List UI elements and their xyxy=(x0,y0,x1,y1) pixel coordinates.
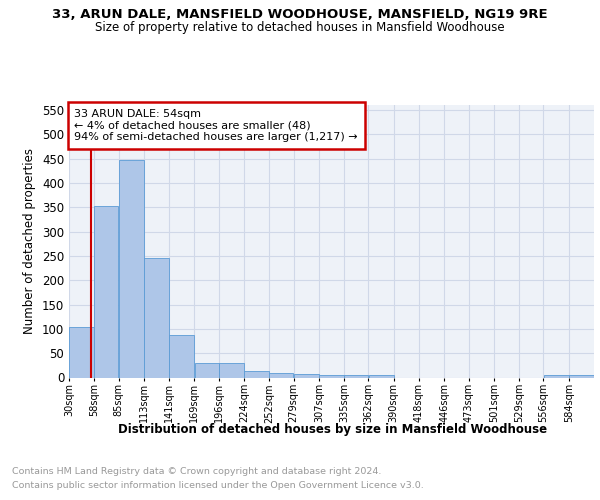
Bar xyxy=(569,375,594,378)
Text: Size of property relative to detached houses in Mansfield Woodhouse: Size of property relative to detached ho… xyxy=(95,21,505,34)
Bar xyxy=(69,328,94,378)
Bar xyxy=(294,374,319,378)
Bar xyxy=(269,373,293,378)
Bar xyxy=(244,371,269,378)
Text: 33 ARUN DALE: 54sqm
← 4% of detached houses are smaller (48)
94% of semi-detache: 33 ARUN DALE: 54sqm ← 4% of detached hou… xyxy=(74,109,358,142)
Bar xyxy=(94,206,118,378)
Y-axis label: Number of detached properties: Number of detached properties xyxy=(23,148,37,334)
Bar xyxy=(219,363,244,378)
Bar xyxy=(319,374,344,378)
Bar xyxy=(544,375,569,378)
Text: Contains HM Land Registry data © Crown copyright and database right 2024.: Contains HM Land Registry data © Crown c… xyxy=(12,468,382,476)
Bar xyxy=(368,374,394,378)
Bar xyxy=(144,258,169,378)
Text: Distribution of detached houses by size in Mansfield Woodhouse: Distribution of detached houses by size … xyxy=(118,422,548,436)
Bar xyxy=(119,160,144,378)
Bar xyxy=(169,334,194,378)
Text: Contains public sector information licensed under the Open Government Licence v3: Contains public sector information licen… xyxy=(12,481,424,490)
Bar xyxy=(344,375,368,378)
Bar xyxy=(194,363,218,378)
Text: 33, ARUN DALE, MANSFIELD WOODHOUSE, MANSFIELD, NG19 9RE: 33, ARUN DALE, MANSFIELD WOODHOUSE, MANS… xyxy=(52,8,548,20)
